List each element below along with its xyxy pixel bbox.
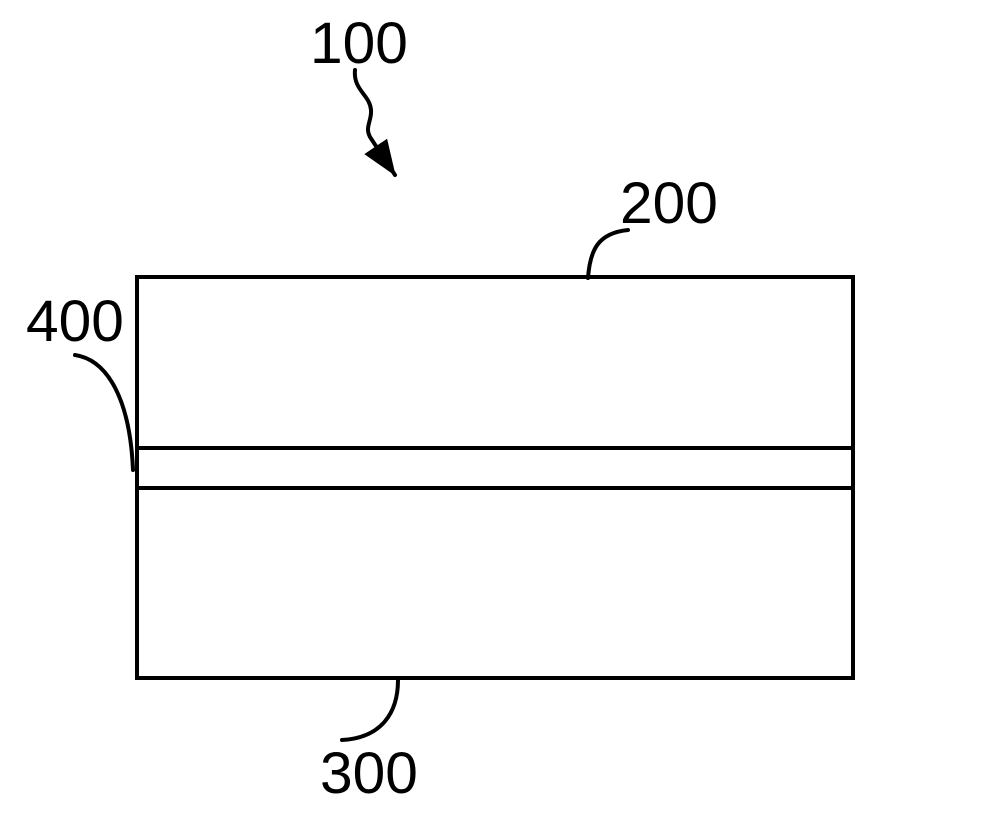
diagram-canvas: 100 200 400 300	[0, 0, 1000, 818]
label-bottom-layer: 300	[320, 740, 418, 807]
layer-middle	[135, 450, 855, 490]
label-top-layer: 200	[620, 170, 718, 237]
label-assembly: 100	[310, 10, 408, 77]
layer-bottom	[135, 490, 855, 680]
label-middle-layer: 400	[26, 288, 124, 355]
layer-top	[135, 275, 855, 450]
